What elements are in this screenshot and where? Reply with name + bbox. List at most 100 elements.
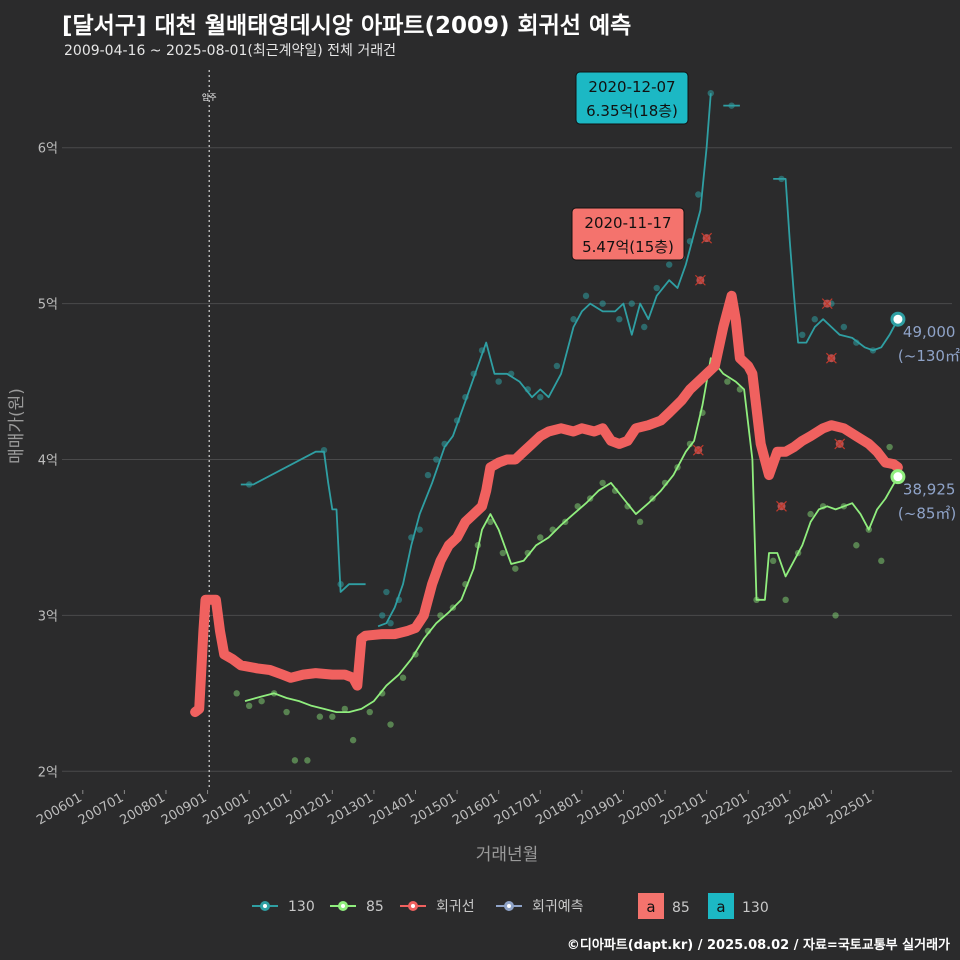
scatter-point-130 xyxy=(811,316,818,323)
end-point-unit-130: (~130㎡) xyxy=(898,347,960,365)
x-tick-label: 201401 xyxy=(367,790,417,828)
x-tick-label: 202401 xyxy=(783,790,833,828)
max-annotation-85: 2020-11-17 5.47억(15층) xyxy=(571,207,685,261)
scatter-point-85 xyxy=(399,674,407,681)
y-tick-label: 6억 xyxy=(38,142,58,157)
scatter-point-85 xyxy=(599,479,606,487)
series-line-130 xyxy=(240,450,366,593)
legend-dot-center-regression xyxy=(411,904,415,908)
scatter-point-85 xyxy=(537,534,544,541)
scatter-point-130 xyxy=(433,456,440,463)
x-tick-label: 200601 xyxy=(34,790,84,828)
x-tick-label: 200801 xyxy=(117,790,167,828)
max-annotation-date: 2020-11-17 xyxy=(584,214,671,232)
x-tick-label: 201001 xyxy=(201,790,251,828)
legend-label-85: 85 xyxy=(366,899,384,915)
move-in-marker-label: 입주 xyxy=(202,93,217,102)
scatter-point-85 xyxy=(636,518,644,526)
scatter-point-130 xyxy=(853,339,860,346)
regression-line xyxy=(190,290,903,718)
scatter-point-130 xyxy=(665,261,673,268)
scatter-point-130 xyxy=(416,526,423,533)
scatter-point-85 xyxy=(283,708,290,716)
scatter-point-85 xyxy=(832,612,839,619)
end-point-85 xyxy=(890,469,906,485)
x-tick-label: 201801 xyxy=(533,790,583,828)
legend-box-label-85: 85 xyxy=(672,900,690,916)
scatter-point-130 xyxy=(641,323,648,331)
scatter-point-130 xyxy=(840,323,848,331)
max-annotation-130: 2020-12-07 6.35억(18층) xyxy=(575,71,689,125)
scatter-point-outlier-cross xyxy=(701,232,713,244)
scatter-point-130 xyxy=(379,612,386,619)
scatter-point-outlier-cross xyxy=(825,352,837,364)
y-tick-label: 3억 xyxy=(38,609,58,624)
scatter-point-130 xyxy=(707,89,714,97)
scatter-point-130 xyxy=(495,378,502,385)
scatter-point-85 xyxy=(329,713,336,720)
scatter-point-outlier-cross xyxy=(776,500,787,512)
scatter-point-85 xyxy=(807,510,814,518)
scatter-point-outlier-cross xyxy=(694,274,706,286)
scatter-point-130 xyxy=(570,316,577,323)
scatter-point-85 xyxy=(245,702,253,710)
chart-subtitle: 2009-04-16 ~ 2025-08-01(최근계약일) 전체 거래건 xyxy=(64,43,396,59)
legend: 130 85 회귀선 회귀예측 a 85 a 130 xyxy=(252,893,769,919)
scatter-point-85 xyxy=(304,757,311,764)
legend-label-regression: 회귀선 xyxy=(436,899,475,915)
scatter-point-85 xyxy=(487,518,494,526)
max-annotation-box xyxy=(575,71,689,125)
scatter-point-130 xyxy=(799,331,806,339)
scatter-point-130 xyxy=(537,393,544,401)
chart-credit: ©디아파트(dapt.kr) / 2025.08.02 / 자료=국토교통부 실… xyxy=(566,938,950,953)
end-point-value-85: 38,925 xyxy=(903,481,956,499)
legend-box-label-130: 130 xyxy=(742,900,769,916)
scatter-point-85 xyxy=(782,596,789,604)
legend-label-forecast: 회귀예측 xyxy=(532,899,584,915)
legend-box-130 xyxy=(708,893,734,919)
x-tick-label: 201701 xyxy=(492,790,542,828)
legend-box-glyph: a xyxy=(716,898,725,916)
max-annotation-box xyxy=(571,207,685,261)
x-tick-label: 202301 xyxy=(741,790,791,828)
x-tick-label: 202501 xyxy=(824,790,874,828)
chart-title: [달서구] 대천 월배태영데시앙 아파트(2009) 회귀선 예측 xyxy=(62,13,632,39)
series-line-85 xyxy=(244,357,899,713)
legend-box-85 xyxy=(638,893,664,919)
end-point-unit-85: (~85㎡) xyxy=(898,505,956,523)
x-tick-label: 202101 xyxy=(658,790,708,828)
x-tick-label: 201601 xyxy=(450,790,500,828)
scatter-point-85 xyxy=(886,443,893,451)
scatter-point-85 xyxy=(349,736,357,744)
end-point-value-130: 49,000 xyxy=(903,323,956,341)
max-annotation-price: 5.47억(15층) xyxy=(582,238,674,256)
scatter-point-130 xyxy=(599,300,606,307)
legend-label-130: 130 xyxy=(288,899,315,915)
x-tick-label: 201501 xyxy=(409,790,459,828)
scatter-point-outlier-cross xyxy=(692,444,704,456)
y-axis-title: 매매가(원) xyxy=(7,388,27,464)
scatter-point-130 xyxy=(582,292,590,300)
scatter-point-85 xyxy=(853,542,860,549)
scatter-point-130 xyxy=(653,284,660,292)
max-annotation-price: 6.35억(18층) xyxy=(586,102,678,120)
end-point-130 xyxy=(890,311,906,327)
x-tick-label: 201201 xyxy=(284,790,334,828)
legend-dot-center-85 xyxy=(341,904,345,908)
y-tick-label: 2억 xyxy=(38,765,58,780)
scatter-point-130 xyxy=(383,588,390,596)
y-tick-label: 4억 xyxy=(38,454,58,469)
x-tick-label: 201901 xyxy=(575,790,625,828)
scatter-point-130 xyxy=(616,316,623,323)
scatter-point-85 xyxy=(291,757,299,764)
scatter-point-85 xyxy=(316,713,324,720)
x-tick-label: 202001 xyxy=(617,790,667,828)
series-line-130 xyxy=(773,178,899,352)
scatter-point-130 xyxy=(424,471,432,479)
series-line-130 xyxy=(377,93,712,628)
max-annotation-date: 2020-12-07 xyxy=(588,78,675,96)
x-tick-label: 201301 xyxy=(325,790,375,828)
scatter-point-85 xyxy=(499,549,507,557)
